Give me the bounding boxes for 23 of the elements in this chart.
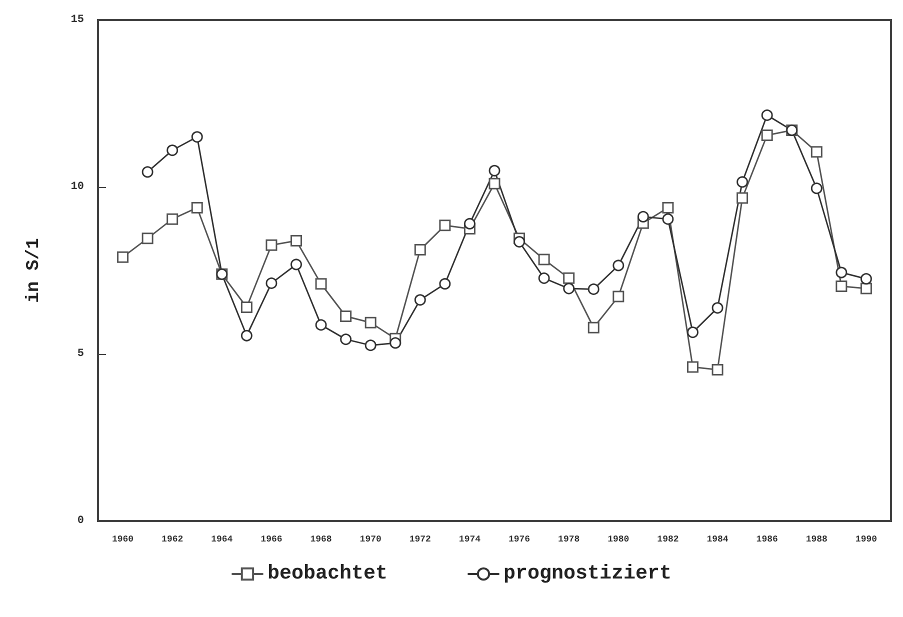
legend-label: beobachtet [267, 562, 388, 586]
y-tick-label: 10 [70, 181, 84, 193]
y-tick-label: 15 [70, 14, 84, 26]
x-tick-label: 1968 [310, 534, 332, 544]
x-tick-label: 1980 [608, 534, 630, 544]
x-tick-label: 1960 [112, 534, 134, 544]
x-tick-label: 1976 [508, 534, 530, 544]
x-tick-label: 1978 [558, 534, 580, 544]
x-tick-label: 1966 [260, 534, 282, 544]
x-tick-label: 1988 [806, 534, 828, 544]
x-tick-label: 1984 [706, 534, 729, 544]
y-axis-title: in S/1 [24, 238, 44, 303]
x-tick-label: 1986 [756, 534, 778, 544]
x-tick-label: 1962 [162, 534, 184, 544]
x-tick-label: 1964 [211, 534, 234, 544]
y-tick-label: 0 [77, 515, 84, 527]
y-tick-label: 5 [77, 348, 84, 360]
legend-label: prognostiziert [503, 562, 672, 586]
x-tick-label: 1990 [855, 534, 878, 544]
x-tick-label: 1970 [360, 534, 382, 544]
x-tick-label: 1974 [458, 534, 482, 544]
x-tick-label: 1972 [409, 534, 431, 544]
x-tick-label: 1982 [657, 534, 679, 544]
